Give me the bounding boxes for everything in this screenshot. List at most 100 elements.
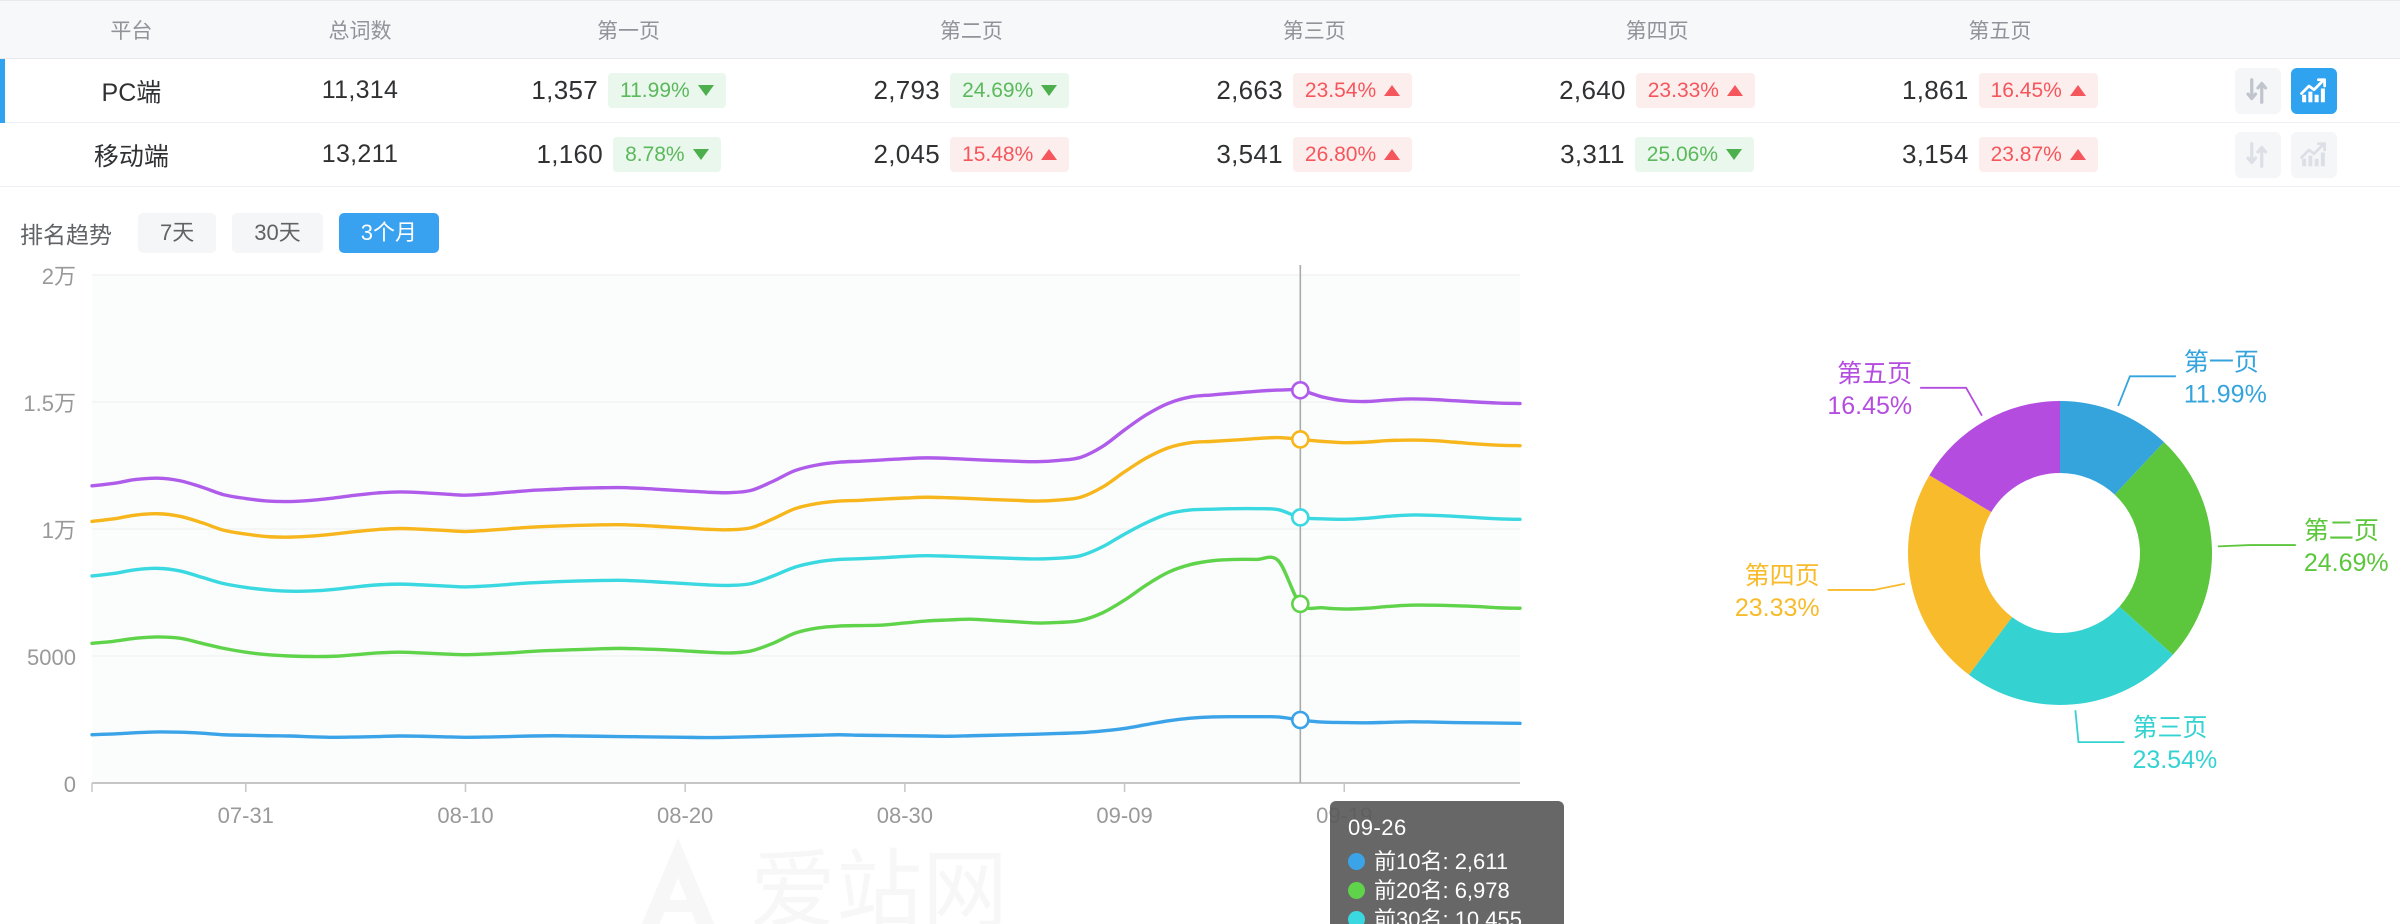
- trend-toggle-button[interactable]: [2290, 131, 2337, 178]
- y-axis-tick-label: 1.5万: [23, 391, 76, 416]
- tooltip-row: 前20名: 6,978: [1348, 876, 1546, 905]
- cell-page-2: 2,045 15.48%: [799, 122, 1143, 187]
- cell-page-1: 1,160 8.78%: [457, 122, 800, 187]
- donut-label-name: 第五页: [1837, 360, 1912, 388]
- page-percent-value: 8.78%: [625, 143, 685, 166]
- page-percent-value: 26.80%: [1304, 143, 1377, 166]
- page-distribution-donut-chart[interactable]: 第一页 11.99% 第二页 24.69% 第三页 23.54% 第四页 23.33% 第五页 1…: [1720, 253, 2400, 853]
- table-row[interactable]: 移动端 13,211 1,160 8.78% 2,045 15.48% 3,541…: [0, 122, 2400, 187]
- donut-slice[interactable]: [2060, 401, 2164, 495]
- tooltip-series-dot: [1348, 853, 1365, 871]
- arrow-up-icon: [2069, 149, 2086, 160]
- cell-total-keywords: 11,314: [262, 58, 458, 123]
- platform-rank-table: 平台 总词数 第一页 第二页 第三页 第四页 第五页 PC端 11,314 1,3…: [0, 0, 2400, 187]
- arrow-down-icon: [1726, 149, 1743, 160]
- page-percent-value: 23.54%: [1304, 79, 1377, 102]
- arrow-down-icon: [1041, 85, 1058, 96]
- arrow-up-icon: [1384, 149, 1401, 160]
- page-percent-value: 23.33%: [1647, 79, 1719, 102]
- page-count: 2,640: [1559, 75, 1626, 105]
- cell-actions: [2171, 58, 2400, 123]
- table-row[interactable]: PC端 11,314 1,357 11.99% 2,793 24.69% 2,66…: [0, 58, 2400, 123]
- column-header-page-2: 第二页: [799, 0, 1143, 59]
- trend-toggle-button[interactable]: [2290, 67, 2337, 114]
- donut-label-value: 23.33%: [1735, 594, 1820, 622]
- range-button-30d[interactable]: 30天: [232, 213, 323, 253]
- page-count: 3,311: [1560, 139, 1625, 169]
- sort-button[interactable]: [2234, 131, 2281, 178]
- page-percent-value: 16.45%: [1990, 79, 2062, 102]
- donut-slice[interactable]: [1929, 401, 2060, 513]
- cell-page-5: 3,154 23.87%: [1828, 122, 2172, 187]
- tooltip-series-text: 前20名: 6,978: [1374, 878, 1510, 904]
- donut-slice[interactable]: [1968, 606, 2173, 705]
- tooltip-series-text: 前30名: 10,455: [1374, 907, 1522, 924]
- sort-button[interactable]: [2234, 67, 2281, 114]
- trend-chart-icon: [2299, 77, 2326, 102]
- arrow-up-icon: [1384, 85, 1401, 96]
- trend-chart-icon: [2299, 141, 2326, 166]
- cell-platform: PC端: [0, 58, 263, 123]
- arrow-down-icon: [697, 85, 714, 96]
- table-header: 平台 总词数 第一页 第二页 第三页 第四页 第五页: [0, 0, 2400, 59]
- range-button-7d[interactable]: 7天: [138, 213, 217, 253]
- donut-leader-line: [2074, 710, 2125, 743]
- donut-label-value: 24.69%: [2304, 549, 2389, 577]
- page-count: 3,541: [1216, 139, 1283, 169]
- sort-arrows-icon: [2246, 77, 2267, 104]
- y-axis-tick-label: 2万: [42, 264, 76, 289]
- x-axis-tick-label: 07-31: [218, 803, 274, 828]
- line-series: [90, 506, 1522, 594]
- x-axis-tick-label: 08-20: [657, 803, 713, 828]
- cell-total-keywords: 13,211: [262, 122, 458, 187]
- rank-trend-line-chart[interactable]: 0 5000 1万 1.5万 2万 07-31 08-10 08-20 08-30 09-09 09…: [0, 253, 1720, 853]
- tooltip-series-dot: [1348, 882, 1365, 900]
- page-percent-badge: 24.69%: [950, 73, 1070, 108]
- cell-page-3: 2,663 23.54%: [1142, 58, 1486, 123]
- line-series: [90, 555, 1522, 659]
- page-percent-value: 15.48%: [962, 143, 1034, 166]
- column-header-page-1: 第一页: [457, 0, 800, 59]
- page-count: 1,357: [531, 75, 598, 105]
- arrow-up-icon: [1726, 85, 1743, 96]
- column-header-actions: [2171, 0, 2400, 59]
- x-axis-tick-label: 08-10: [437, 803, 493, 828]
- donut-slice[interactable]: [2114, 442, 2212, 655]
- column-header-total: 总词数: [262, 0, 458, 59]
- hover-point-marker: [1291, 430, 1310, 449]
- column-header-page-3: 第三页: [1142, 0, 1486, 59]
- page-percent-badge: 8.78%: [613, 137, 721, 172]
- column-header-page-4: 第四页: [1485, 0, 1829, 59]
- x-axis-tick-label: 09-09: [1096, 803, 1152, 828]
- donut-label-name: 第三页: [2132, 714, 2207, 742]
- donut-label-value: 23.54%: [2132, 746, 2217, 774]
- arrow-up-icon: [2069, 85, 2086, 96]
- y-axis-tick-label: 1万: [42, 518, 76, 543]
- hover-point-marker: [1291, 508, 1310, 527]
- column-header-platform: 平台: [0, 0, 263, 59]
- cell-page-5: 1,861 16.45%: [1828, 58, 2172, 123]
- charts-area: 爱站网 0 5000 1万 1.5万 2万 07-31 08-10 08-20 08-30 09-…: [0, 253, 2400, 924]
- active-row-accent: [0, 59, 5, 123]
- page-percent-badge: 25.06%: [1634, 137, 1755, 172]
- page-percent-value: 11.99%: [620, 79, 690, 102]
- cell-page-1: 1,357 11.99%: [457, 58, 800, 123]
- donut-label-name: 第二页: [2304, 517, 2379, 545]
- donut-slice[interactable]: [1908, 475, 2013, 675]
- page-count: 2,793: [873, 75, 941, 105]
- sort-arrows-icon: [2246, 141, 2267, 168]
- range-button-3m[interactable]: 3个月: [338, 213, 439, 253]
- page-percent-badge: 23.54%: [1292, 73, 1413, 108]
- cell-actions: [2171, 122, 2400, 187]
- tooltip-series-dot: [1348, 911, 1365, 924]
- page-count: 2,663: [1216, 75, 1283, 105]
- trend-toolbar: 排名趋势 7天 30天 3个月: [0, 187, 2400, 253]
- page-percent-badge: 15.48%: [950, 137, 1070, 172]
- page-percent-badge: 11.99%: [608, 73, 726, 108]
- page-percent-badge: 26.80%: [1292, 137, 1413, 172]
- donut-label-name: 第一页: [2184, 348, 2259, 376]
- cell-page-4: 3,311 25.06%: [1485, 122, 1829, 187]
- donut-label-value: 11.99%: [2184, 380, 2267, 408]
- line-series: [90, 435, 1522, 539]
